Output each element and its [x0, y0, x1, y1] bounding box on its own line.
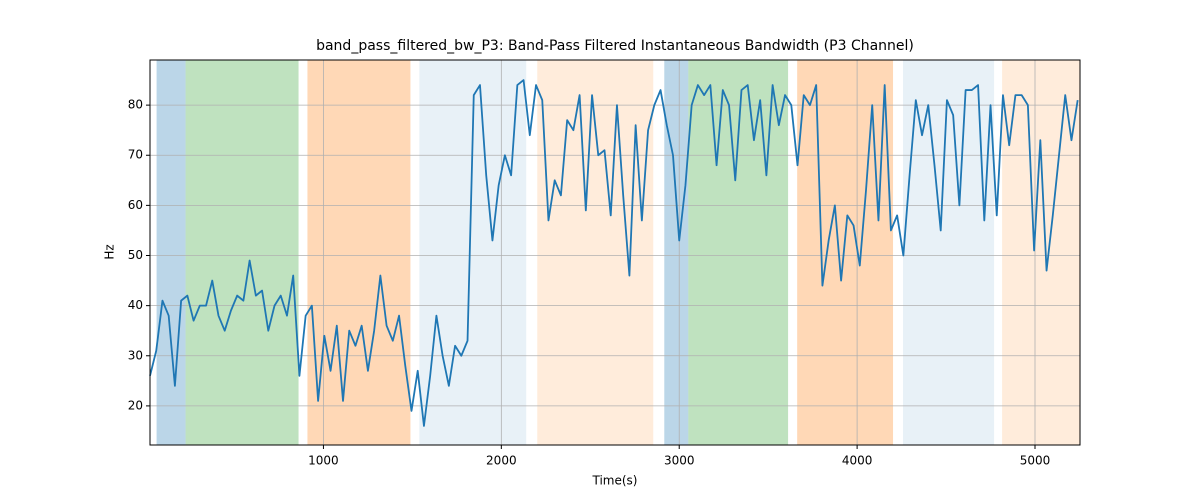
span — [156, 60, 186, 445]
chart-title: band_pass_filtered_bw_P3: Band-Pass Filt… — [316, 38, 914, 54]
x-tick-label: 4000 — [842, 454, 873, 468]
span — [688, 60, 789, 445]
span — [903, 60, 995, 445]
plot — [149, 79, 1079, 427]
x-tick-label: 1000 — [308, 454, 339, 468]
y-axis-label: Hz — [103, 244, 117, 259]
span — [307, 60, 411, 445]
span — [797, 60, 894, 445]
y-tick-label: 80 — [128, 98, 143, 112]
x-axis-label: Time(s) — [592, 474, 638, 488]
y-tick-label: 60 — [128, 198, 143, 212]
span — [664, 60, 689, 445]
y-tick-label: 40 — [128, 298, 143, 312]
y-tick-label: 30 — [128, 348, 143, 362]
x-tick-label: 5000 — [1020, 454, 1051, 468]
span — [185, 60, 299, 445]
axes: 1000 2000 3000 4000 5000 20 30 40 50 60 70 80 — [128, 98, 1051, 468]
x-tick-label: 2000 — [486, 454, 517, 468]
y-tick-label: 70 — [128, 148, 143, 162]
span — [1002, 60, 1080, 445]
y-tick-label: 20 — [128, 398, 143, 412]
line-series — [149, 79, 1079, 427]
x-tick-label: 3000 — [664, 454, 695, 468]
plot-frame — [149, 59, 1081, 446]
y-tick-label: 50 — [128, 248, 143, 262]
